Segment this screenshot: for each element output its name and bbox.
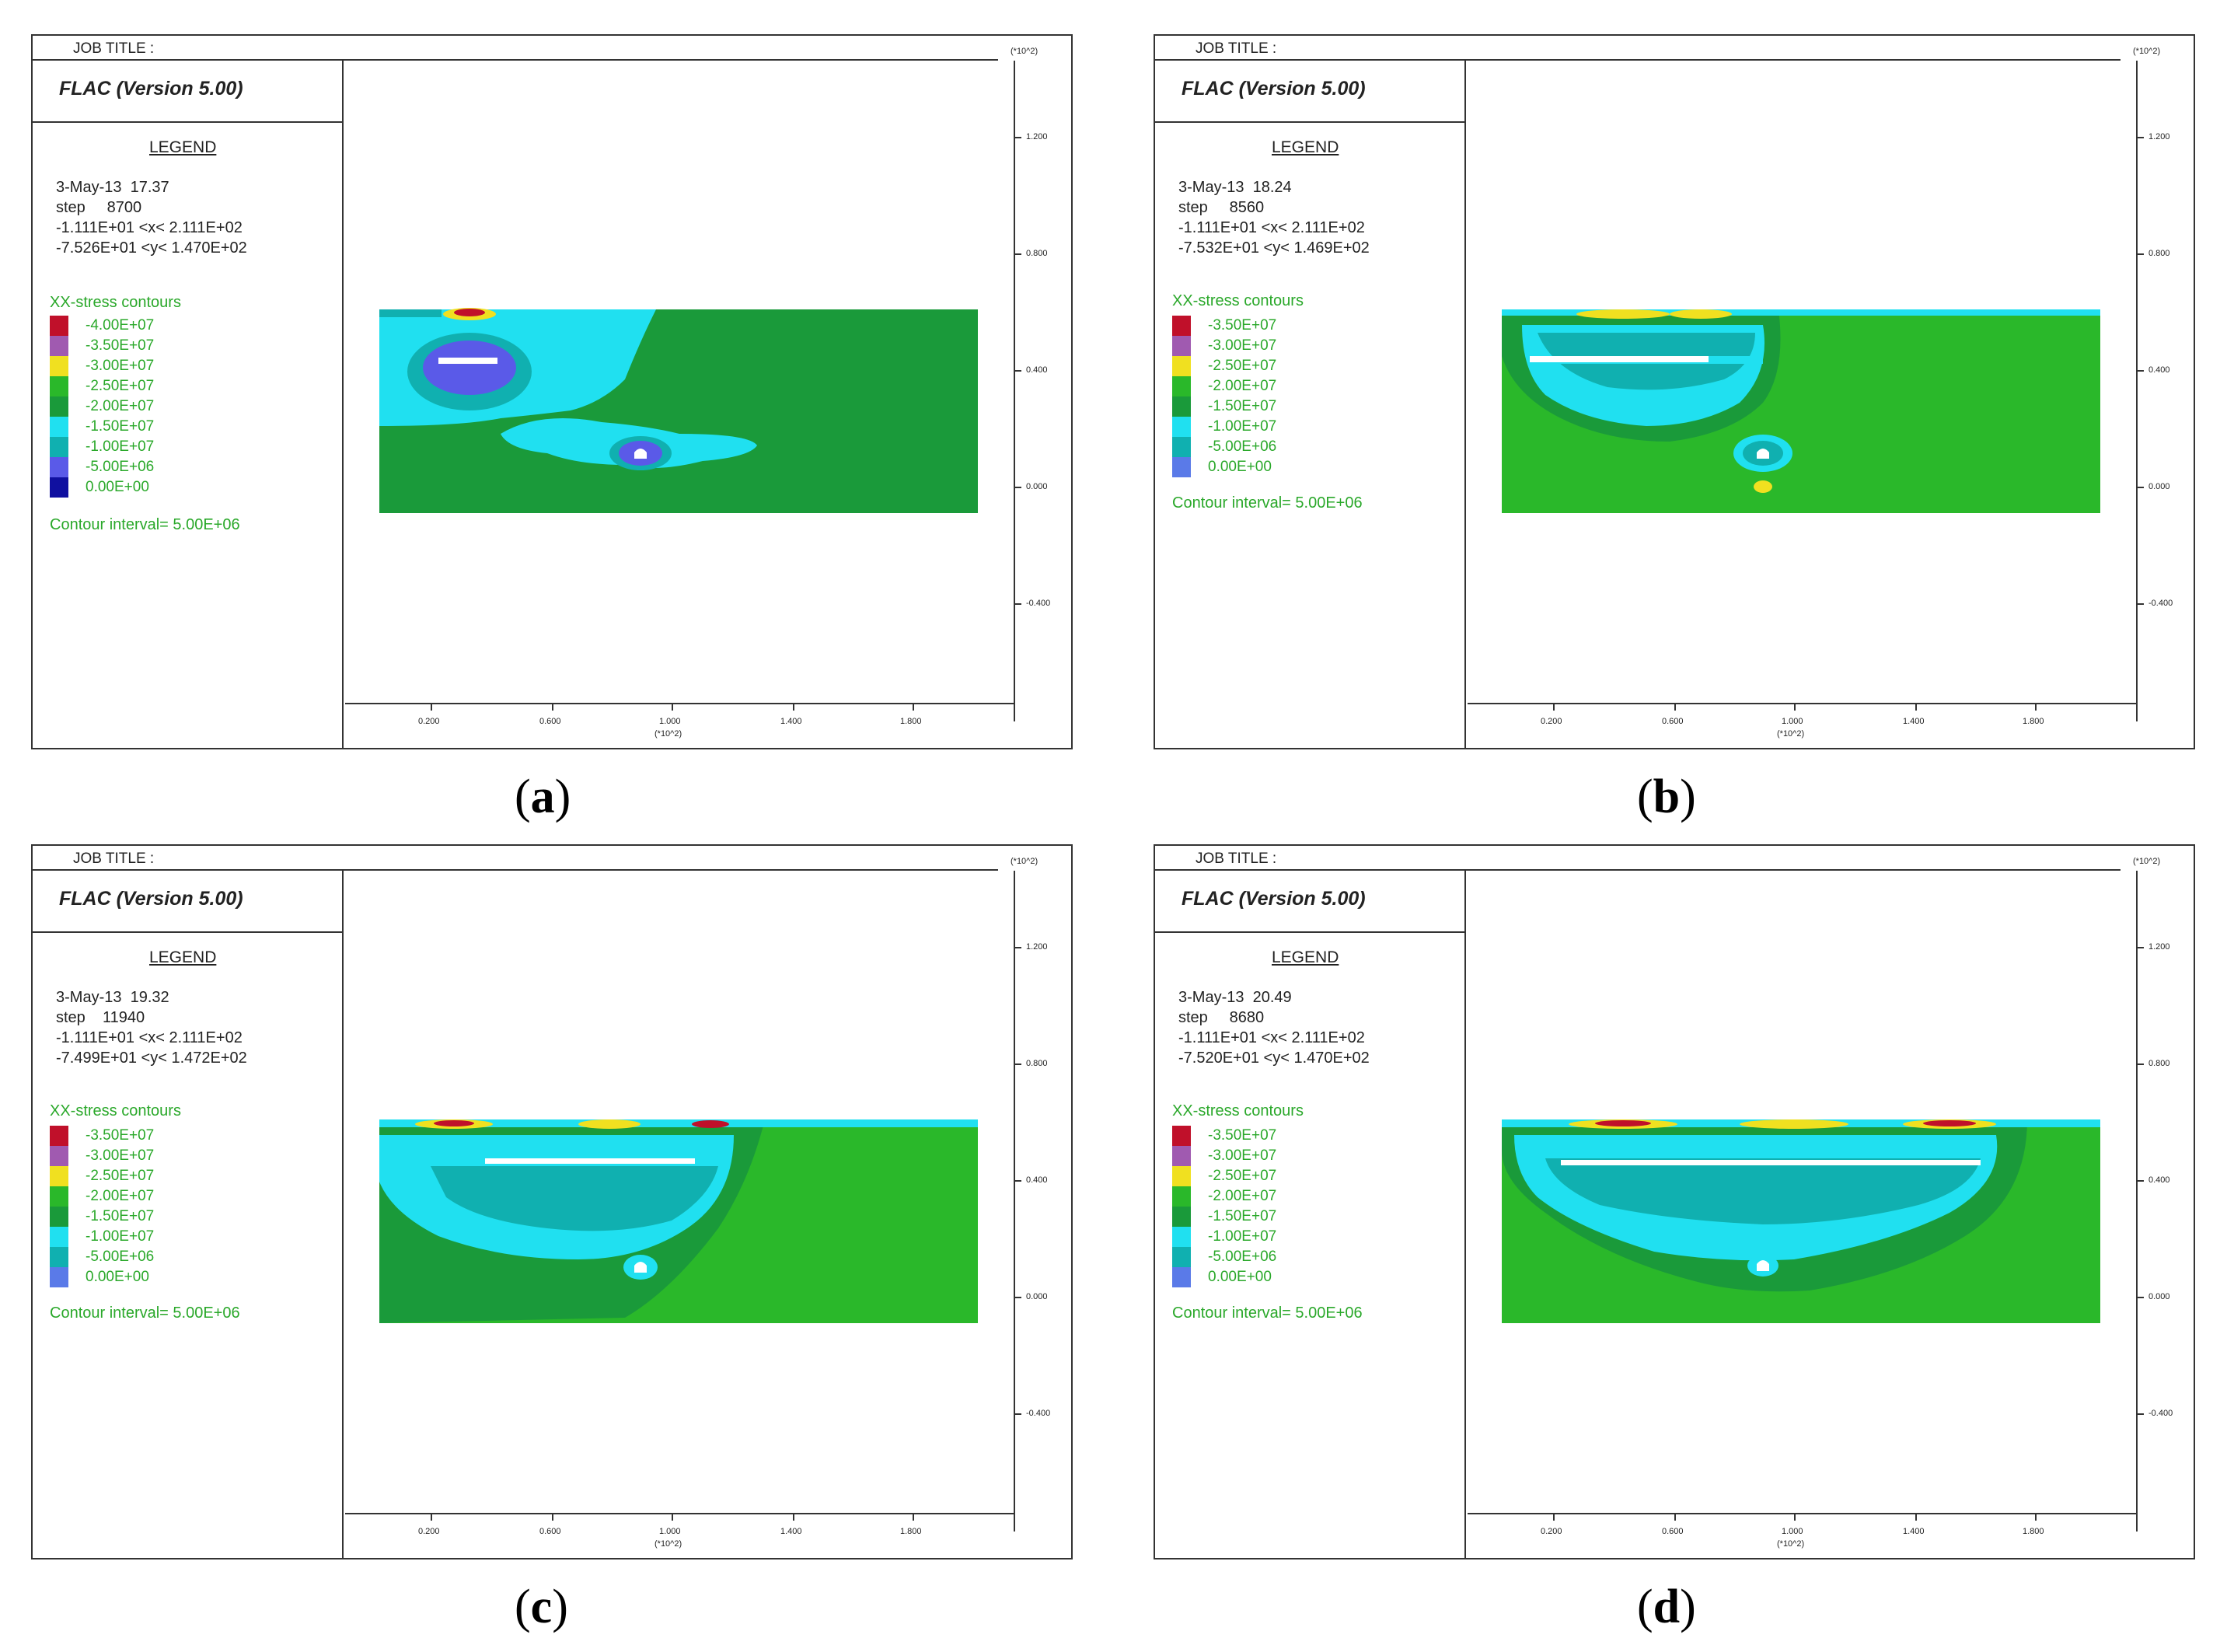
caption-a: (a) [515,770,571,823]
legend-sidebar: FLAC (Version 5.00) LEGEND 3-May-13 18.2… [1155,61,1466,748]
contour-title: XX-stress contours [1172,292,1304,309]
caption-c: (c) [515,1580,568,1633]
legend-sidebar: FLAC (Version 5.00) LEGEND 3-May-13 17.3… [33,61,344,748]
contour-title: XX-stress contours [1172,1102,1304,1119]
job-title: JOB TITLE : [1196,850,1277,867]
contour-interval: Contour interval= 5.00E+06 [1172,494,1363,512]
step-count: step 11940 [56,1009,145,1026]
y-scale-label: (*10^2) [1011,857,1038,866]
y-range: -7.526E+01 <y< 1.470E+02 [56,239,247,257]
y-range: -7.499E+01 <y< 1.472E+02 [56,1050,247,1067]
program-title: FLAC (Version 5.00) [59,888,243,910]
x-range: -1.111E+01 <x< 2.111E+02 [1178,219,1365,236]
stress-contour-plot [1502,1119,2100,1323]
date-time: 3-May-13 17.37 [56,179,169,196]
y-scale-label: (*10^2) [2133,857,2161,866]
x-range: -1.111E+01 <x< 2.111E+02 [1178,1029,1365,1046]
legend-sidebar: FLAC (Version 5.00) LEGEND 3-May-13 19.3… [33,871,344,1558]
step-count: step 8560 [1178,199,1265,216]
legend-heading: LEGEND [1272,138,1339,156]
y-range: -7.532E+01 <y< 1.469E+02 [1178,239,1370,257]
stress-contour-plot [1502,309,2100,513]
y-scale-label: (*10^2) [1011,47,1038,56]
contour-interval: Contour interval= 5.00E+06 [1172,1304,1363,1322]
contour-title: XX-stress contours [50,1102,181,1119]
date-time: 3-May-13 18.24 [1178,179,1292,196]
legend-heading: LEGEND [149,138,217,156]
program-title: FLAC (Version 5.00) [1182,78,1366,100]
job-title: JOB TITLE : [73,850,155,867]
program-title: FLAC (Version 5.00) [59,78,243,100]
step-count: step 8700 [56,199,142,216]
legend-heading: LEGEND [149,948,217,966]
date-time: 3-May-13 20.49 [1178,989,1292,1006]
panel-b: JOB TITLE : (*10^2) FLAC (Version 5.00) … [1154,34,2195,749]
panel-a: JOB TITLE : (*10^2) FLAC (Version 5.00) … [31,34,1073,749]
panel-c: JOB TITLE : (*10^2) FLAC (Version 5.00) … [31,844,1073,1559]
caption-d: (d) [1637,1580,1696,1633]
job-title: JOB TITLE : [73,40,155,57]
job-title: JOB TITLE : [1196,40,1277,57]
x-range: -1.111E+01 <x< 2.111E+02 [56,219,243,236]
contour-title: XX-stress contours [50,294,181,311]
legend-sidebar: FLAC (Version 5.00) LEGEND 3-May-13 20.4… [1155,871,1466,1558]
step-count: step 8680 [1178,1009,1265,1026]
panel-d: JOB TITLE : (*10^2) FLAC (Version 5.00) … [1154,844,2195,1559]
contour-interval: Contour interval= 5.00E+06 [50,516,240,533]
stress-contour-plot [379,308,978,513]
caption-b: (b) [1637,770,1696,823]
program-title: FLAC (Version 5.00) [1182,888,1366,910]
y-range: -7.520E+01 <y< 1.470E+02 [1178,1050,1370,1067]
y-scale-label: (*10^2) [2133,47,2161,56]
stress-contour-plot [379,1119,978,1323]
contour-interval: Contour interval= 5.00E+06 [50,1304,240,1322]
x-range: -1.111E+01 <x< 2.111E+02 [56,1029,243,1046]
legend-heading: LEGEND [1272,948,1339,966]
date-time: 3-May-13 19.32 [56,989,169,1006]
